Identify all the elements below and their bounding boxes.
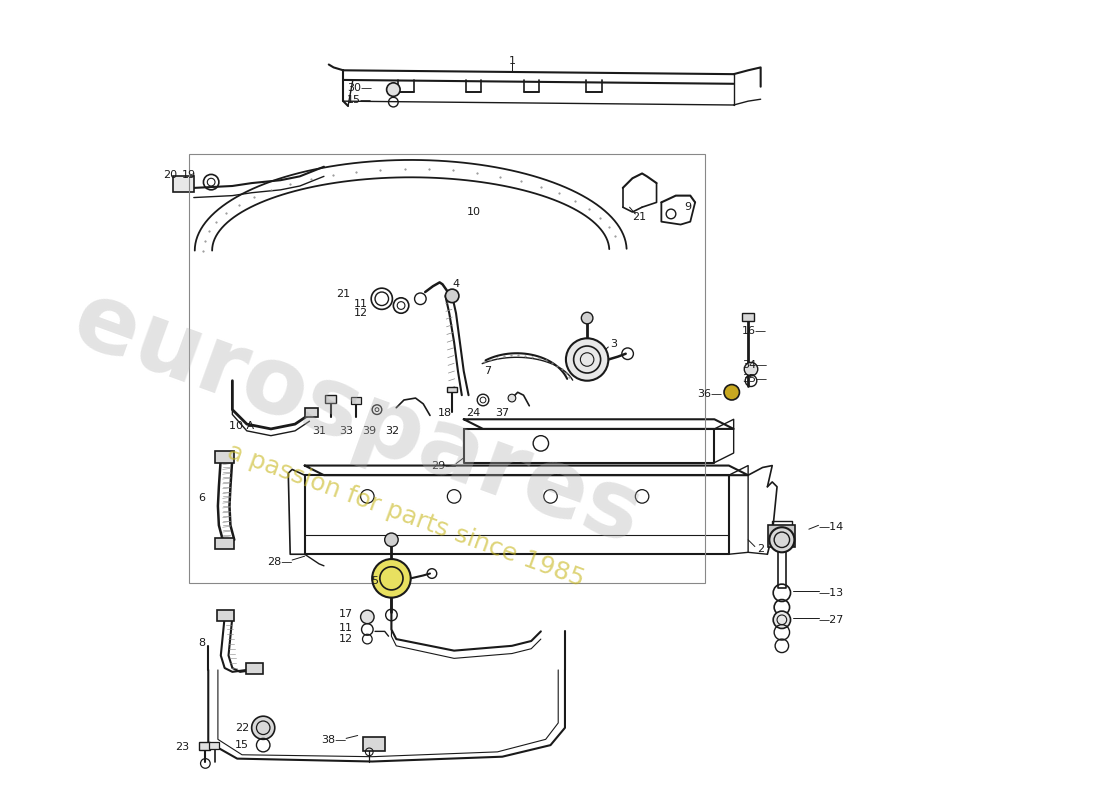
Circle shape <box>745 362 758 376</box>
Text: 23: 23 <box>175 742 189 752</box>
Text: 5: 5 <box>372 576 378 586</box>
Bar <box>246 663 263 674</box>
Bar <box>448 386 456 392</box>
Bar <box>305 408 318 418</box>
Circle shape <box>565 338 608 381</box>
Bar <box>214 538 234 550</box>
Text: 24: 24 <box>466 409 481 418</box>
Text: 15: 15 <box>235 740 249 750</box>
Bar <box>189 154 705 583</box>
Text: 18: 18 <box>438 409 451 418</box>
Text: 19: 19 <box>182 170 196 180</box>
Text: 11: 11 <box>353 298 367 309</box>
Text: 20: 20 <box>163 170 177 180</box>
Text: 21: 21 <box>337 289 350 299</box>
Text: 30—: 30— <box>346 82 372 93</box>
Text: eurospares: eurospares <box>62 274 654 565</box>
Bar <box>209 742 219 749</box>
Bar <box>351 397 361 404</box>
Circle shape <box>252 716 275 739</box>
Text: 1: 1 <box>508 56 516 66</box>
Text: a passion for parts since 1985: a passion for parts since 1985 <box>224 440 587 592</box>
Text: 21: 21 <box>632 212 647 222</box>
Text: 4: 4 <box>452 279 460 290</box>
Circle shape <box>446 289 459 302</box>
Bar <box>742 314 754 321</box>
Text: 7: 7 <box>484 366 492 376</box>
Text: 3: 3 <box>610 339 617 349</box>
Circle shape <box>508 394 516 402</box>
Circle shape <box>724 385 739 400</box>
Circle shape <box>385 533 398 546</box>
Text: 32: 32 <box>385 426 399 436</box>
Circle shape <box>361 610 374 624</box>
Text: 36—: 36— <box>697 390 722 399</box>
Text: 11: 11 <box>339 622 353 633</box>
Text: 2: 2 <box>757 545 764 554</box>
Text: 28—: 28— <box>267 557 293 567</box>
Circle shape <box>581 312 593 324</box>
Text: 31: 31 <box>312 426 326 436</box>
Text: 12: 12 <box>339 634 353 644</box>
Text: 33: 33 <box>339 426 353 436</box>
Text: 10: 10 <box>466 207 481 217</box>
Text: —27: —27 <box>818 615 844 625</box>
Bar <box>214 451 234 462</box>
Text: 38—: 38— <box>321 735 346 746</box>
Circle shape <box>769 527 794 552</box>
Text: 22: 22 <box>235 722 249 733</box>
Text: 8: 8 <box>198 638 205 648</box>
Text: 35—: 35— <box>742 374 768 384</box>
Bar <box>324 395 337 403</box>
Bar <box>217 610 234 621</box>
Text: 15—: 15— <box>346 95 372 105</box>
Text: 39: 39 <box>362 426 376 436</box>
Text: 12: 12 <box>353 308 367 318</box>
Text: 29—: 29— <box>430 461 456 470</box>
Bar <box>173 176 194 192</box>
Circle shape <box>386 83 400 96</box>
Circle shape <box>773 611 791 629</box>
Bar <box>363 738 385 751</box>
Text: 10 A: 10 A <box>230 421 254 431</box>
Text: —13: —13 <box>818 588 844 598</box>
Bar <box>769 526 795 546</box>
Text: 9: 9 <box>684 202 691 212</box>
Text: 34—: 34— <box>742 360 768 370</box>
Bar <box>199 742 210 750</box>
Text: 6: 6 <box>198 494 205 503</box>
Text: —14: —14 <box>818 522 844 532</box>
Text: 16—: 16— <box>742 326 768 335</box>
Text: 37: 37 <box>495 409 509 418</box>
Text: 17: 17 <box>339 609 353 619</box>
Circle shape <box>372 559 410 598</box>
